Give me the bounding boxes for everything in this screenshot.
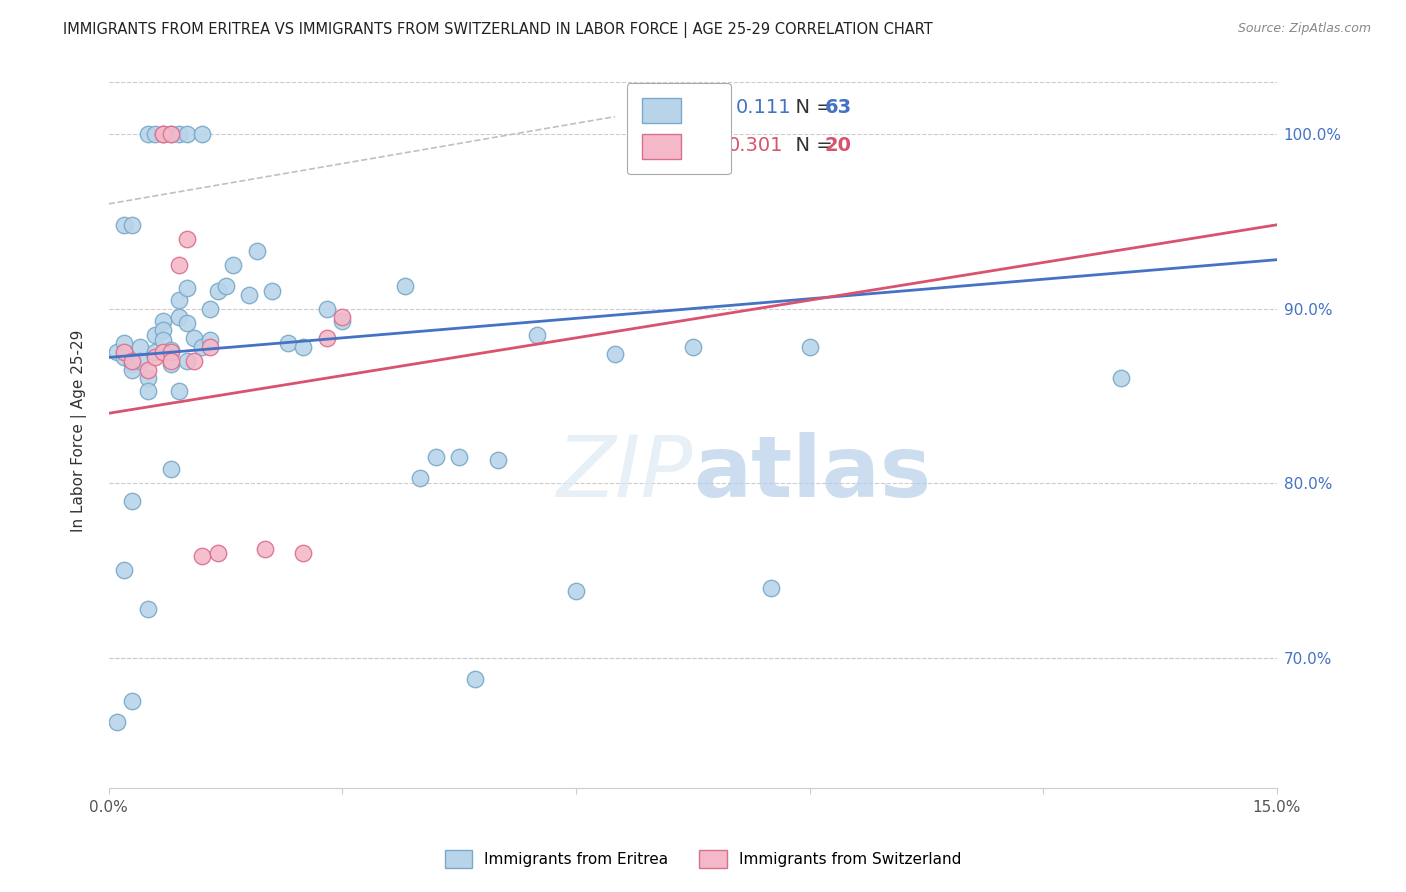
Point <box>183 354 205 368</box>
Point <box>332 314 354 328</box>
Text: ZIP: ZIP <box>557 432 693 516</box>
Point <box>486 453 509 467</box>
Point <box>394 278 416 293</box>
Point <box>112 351 135 365</box>
Point <box>565 584 588 599</box>
Text: Source: ZipAtlas.com: Source: ZipAtlas.com <box>1237 22 1371 36</box>
Point <box>167 127 190 141</box>
Text: 0.301: 0.301 <box>728 136 783 155</box>
Point <box>160 345 183 359</box>
Point <box>176 316 198 330</box>
Point <box>136 362 159 376</box>
Point <box>332 310 354 325</box>
Point <box>464 672 486 686</box>
Point <box>152 333 174 347</box>
Point <box>112 563 135 577</box>
Point <box>112 345 135 359</box>
Point <box>121 493 143 508</box>
Point <box>129 354 152 368</box>
Point <box>129 340 152 354</box>
Point <box>262 284 284 298</box>
Point <box>136 371 159 385</box>
Point <box>167 258 190 272</box>
Point <box>160 343 183 358</box>
Point <box>176 127 198 141</box>
Text: atlas: atlas <box>693 432 931 516</box>
Point <box>315 301 337 316</box>
Point <box>292 340 315 354</box>
Point <box>167 293 190 307</box>
Point <box>152 127 174 141</box>
Point <box>121 694 143 708</box>
Point <box>1109 371 1132 385</box>
Point <box>246 244 269 258</box>
Point <box>315 331 337 345</box>
Point <box>759 581 782 595</box>
Point <box>152 314 174 328</box>
Point <box>238 287 260 301</box>
Point <box>277 336 299 351</box>
Text: IMMIGRANTS FROM ERITREA VS IMMIGRANTS FROM SWITZERLAND IN LABOR FORCE | AGE 25-2: IMMIGRANTS FROM ERITREA VS IMMIGRANTS FR… <box>63 22 934 38</box>
Point <box>191 340 214 354</box>
Point <box>121 218 143 232</box>
Text: R =: R = <box>688 136 730 155</box>
Point <box>183 331 205 345</box>
Point <box>136 127 159 141</box>
Point <box>214 278 236 293</box>
Point <box>207 284 229 298</box>
Text: N =: N = <box>783 98 839 117</box>
Point <box>145 127 167 141</box>
Point <box>167 384 190 398</box>
Point <box>191 549 214 564</box>
Point <box>799 340 821 354</box>
Text: 20: 20 <box>825 136 852 155</box>
Point <box>603 347 626 361</box>
Point <box>449 450 471 464</box>
Point <box>152 322 174 336</box>
Legend:    ,    : , <box>627 83 731 175</box>
Text: N =: N = <box>783 136 839 155</box>
Point <box>145 345 167 359</box>
Point <box>176 232 198 246</box>
Point <box>207 546 229 560</box>
Point <box>253 542 276 557</box>
Point <box>682 340 704 354</box>
Point <box>152 127 174 141</box>
Text: R =: R = <box>688 98 735 117</box>
Text: 63: 63 <box>825 98 852 117</box>
Point <box>425 450 447 464</box>
Point <box>191 127 214 141</box>
Point <box>292 546 315 560</box>
Point <box>145 327 167 342</box>
Point <box>136 384 159 398</box>
Point <box>121 354 143 368</box>
Point <box>198 301 221 316</box>
Point <box>409 471 432 485</box>
Point <box>526 327 548 342</box>
Point <box>112 336 135 351</box>
Point <box>160 358 183 372</box>
Point <box>160 127 183 141</box>
Legend: Immigrants from Eritrea, Immigrants from Switzerland: Immigrants from Eritrea, Immigrants from… <box>437 843 969 875</box>
Point <box>167 310 190 325</box>
Point <box>198 340 221 354</box>
Point <box>198 333 221 347</box>
Point <box>136 601 159 615</box>
Point <box>160 127 183 141</box>
Point <box>160 462 183 476</box>
Point <box>222 258 245 272</box>
Point <box>160 354 183 368</box>
Point <box>121 362 143 376</box>
Point <box>176 280 198 294</box>
Point <box>105 715 128 730</box>
Point <box>121 358 143 372</box>
Point <box>105 345 128 359</box>
Text: 0.111: 0.111 <box>735 98 792 117</box>
Point <box>145 351 167 365</box>
Y-axis label: In Labor Force | Age 25-29: In Labor Force | Age 25-29 <box>72 329 87 532</box>
Point <box>176 354 198 368</box>
Point <box>112 218 135 232</box>
Point <box>152 345 174 359</box>
